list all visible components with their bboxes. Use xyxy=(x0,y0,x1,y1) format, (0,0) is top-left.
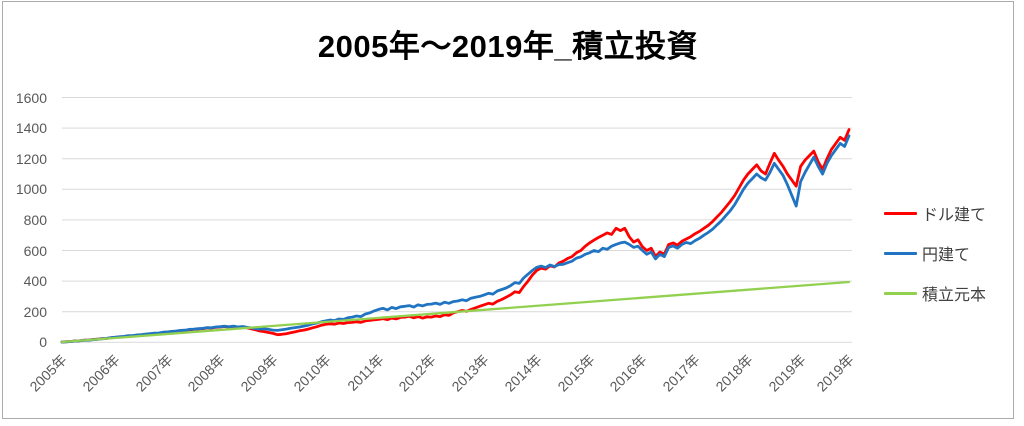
legend: ドル建て 円建て 積立元本 xyxy=(884,193,1012,313)
y-axis-label-0: 0 xyxy=(39,334,47,351)
y-axis-label-200: 200 xyxy=(23,303,47,320)
y-axis-label-400: 400 xyxy=(23,273,47,290)
legend-label-yen: 円建て xyxy=(922,247,971,264)
y-axis-label-800: 800 xyxy=(23,211,47,228)
legend-label-dollar: ドル建て xyxy=(922,207,987,224)
y-axis-label-1200: 1200 xyxy=(15,150,47,167)
legend-item-principal: 積立元本 xyxy=(884,273,1012,313)
dollar-line-swatch xyxy=(884,211,917,215)
principal-line-swatch xyxy=(884,291,917,295)
chart-title: 2005年～2019年_積立投資 xyxy=(317,29,699,64)
y-axis-label-600: 600 xyxy=(23,242,47,259)
yen-line-swatch xyxy=(884,251,917,255)
legend-label-principal: 積立元本 xyxy=(922,287,987,304)
y-axis-label-1600: 1600 xyxy=(15,89,47,106)
y-axis-label-1400: 1400 xyxy=(15,120,47,137)
legend-item-dollar: ドル建て xyxy=(884,193,1012,233)
legend-item-yen: 円建て xyxy=(884,233,1012,273)
y-axis-label-1000: 1000 xyxy=(15,181,47,198)
